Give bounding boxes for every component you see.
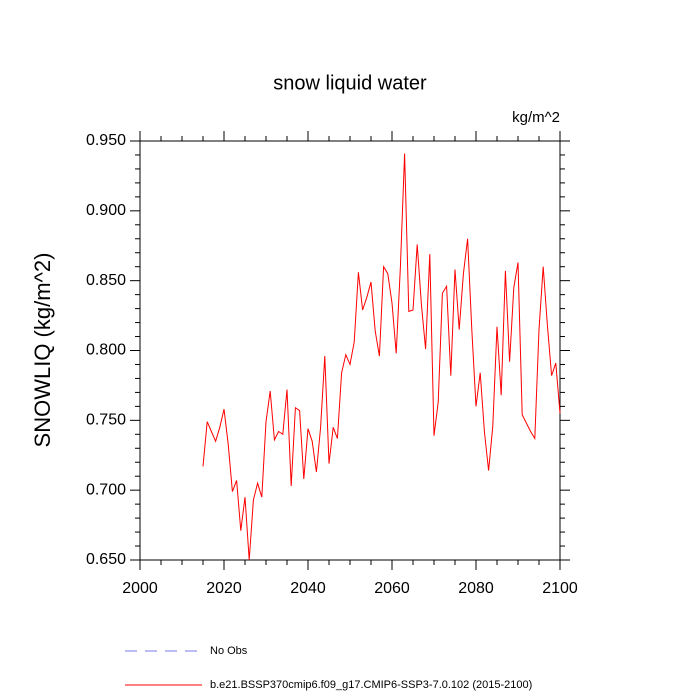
y-axis-title: SNOWLIQ (kg/m^2) <box>30 253 55 448</box>
y-tick-label: 0.900 <box>86 202 126 219</box>
legend-label: No Obs <box>210 645 248 657</box>
x-tick-label: 2080 <box>458 580 494 597</box>
x-tick-label: 2040 <box>290 580 326 597</box>
units-label: kg/m^2 <box>512 109 560 126</box>
legend-label: b.e21.BSSP370cmip6.f09_g17.CMIP6-SSP3-7.… <box>210 679 532 691</box>
chart-title: snow liquid water <box>273 72 427 94</box>
x-tick-label: 2100 <box>542 580 578 597</box>
y-tick-label: 0.700 <box>86 481 126 498</box>
y-tick-label: 0.800 <box>86 342 126 359</box>
y-tick-label: 0.650 <box>86 551 126 568</box>
series-line <box>202 153 561 561</box>
x-tick-label: 2060 <box>374 580 410 597</box>
y-tick-label: 0.850 <box>86 272 126 289</box>
plot-frame <box>139 140 561 561</box>
y-tick-label: 0.750 <box>86 412 126 429</box>
x-tick-label: 2020 <box>206 580 242 597</box>
x-tick-label: 2000 <box>122 580 158 597</box>
y-tick-label: 0.950 <box>86 132 126 149</box>
